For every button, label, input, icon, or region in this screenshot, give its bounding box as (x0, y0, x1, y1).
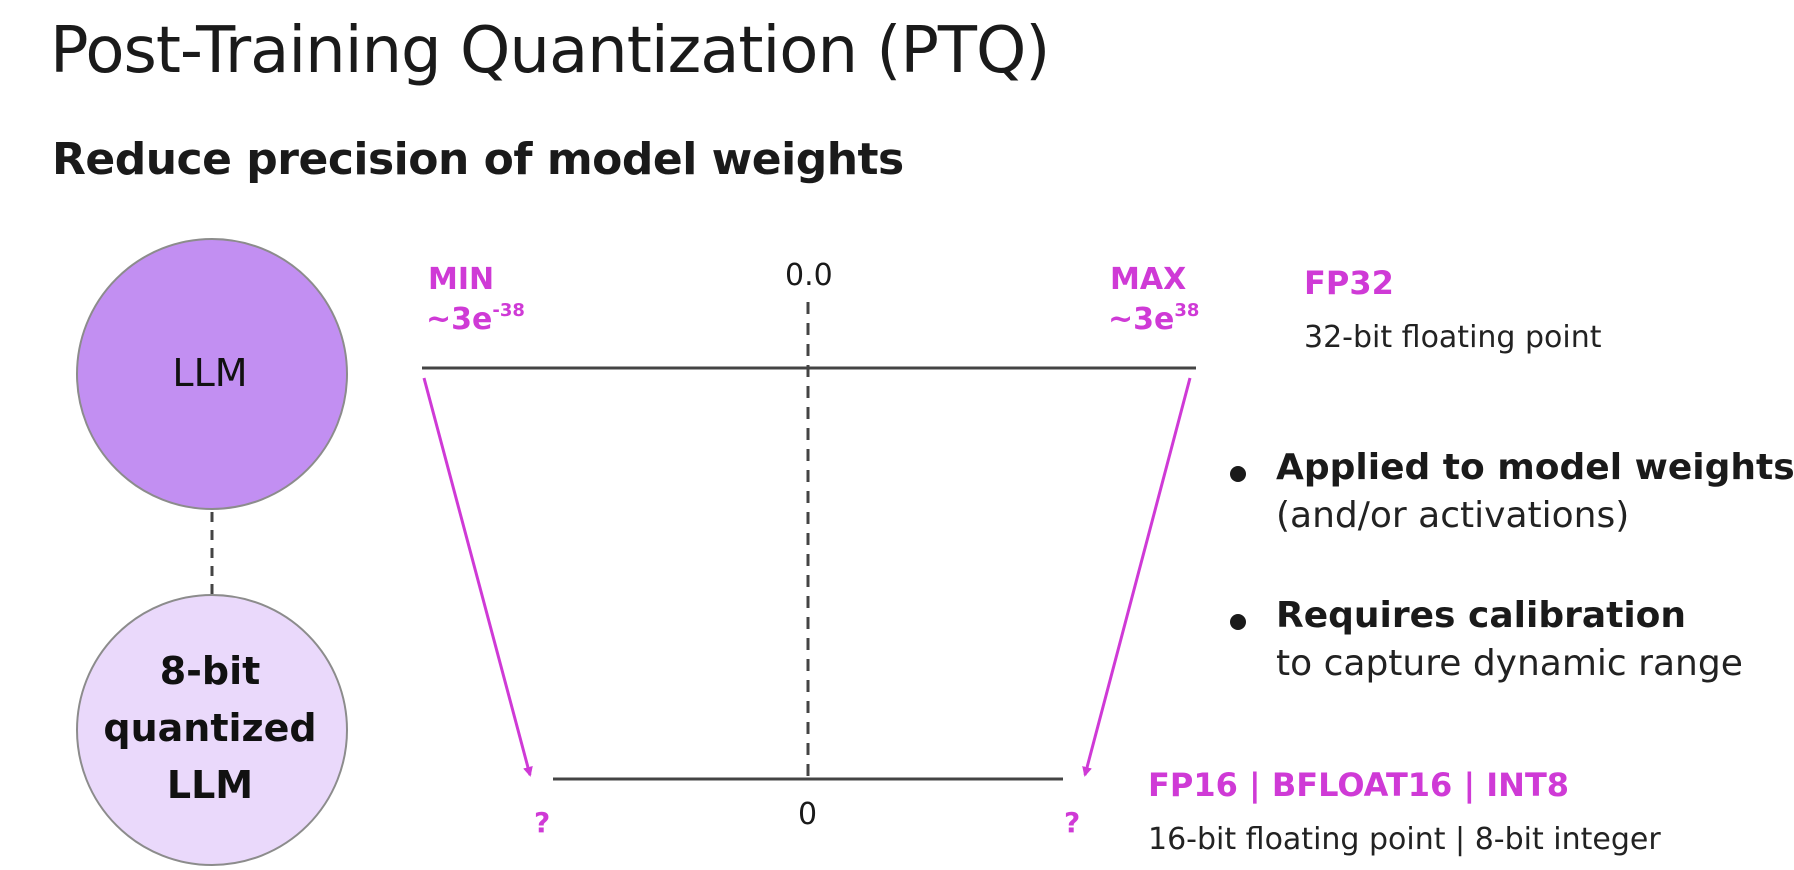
quantized-zero-label: 0 (798, 797, 818, 832)
llm-label: LLM (172, 351, 248, 395)
quantized-llm-circle (76, 594, 348, 866)
min-mapping-arrow (422, 377, 533, 777)
max-value-exponent: 38 (1174, 300, 1200, 321)
min-value-exponent: -38 (492, 300, 525, 321)
fp32-format-name: FP32 (1304, 264, 1394, 302)
llm-circle (76, 238, 348, 510)
min-label: MIN (428, 262, 495, 297)
bullet-detail: to capture dynamic range (1276, 643, 1743, 684)
bullet-heading: Requires calibration (1276, 595, 1687, 636)
quantized-label-line2: quantized (103, 706, 317, 750)
fp32-zero-label: 0.0 (785, 258, 833, 293)
page-title: Post-Training Quantization (PTQ) (50, 14, 1050, 88)
page-subtitle: Reduce precision of model weights (52, 134, 904, 185)
low-precision-format-desc: 16-bit floating point | 8-bit integer (1148, 822, 1661, 857)
quantized-label-line1: 8-bit (159, 649, 261, 693)
quantized-min-unknown: ? (534, 806, 551, 839)
max-label: MAX (1110, 262, 1187, 297)
bullet-dot-icon (1230, 466, 1246, 482)
low-precision-format-names: FP16 | BFLOAT16 | INT8 (1148, 766, 1570, 804)
bullet-dot-icon (1230, 614, 1246, 630)
bullet-detail: (and/or activations) (1276, 495, 1630, 536)
bullet-item: Requires calibration to capture dynamic … (1230, 592, 1743, 688)
fp32-format-desc: 32-bit floating point (1304, 320, 1602, 355)
max-value: ~3e38 (1108, 300, 1200, 338)
quantized-label-line3: LLM (166, 763, 254, 807)
min-value-base: ~3e (426, 302, 493, 337)
max-value-base: ~3e (1108, 302, 1175, 337)
quantized-max-unknown: ? (1064, 806, 1081, 839)
bullet-item: Applied to model weights (and/or activat… (1230, 444, 1794, 540)
bullet-heading: Applied to model weights (1276, 447, 1794, 488)
quantized-llm-label: 8-bit quantized LLM (75, 643, 345, 814)
min-value: ~3e-38 (426, 300, 525, 338)
max-mapping-arrow (1082, 377, 1192, 777)
